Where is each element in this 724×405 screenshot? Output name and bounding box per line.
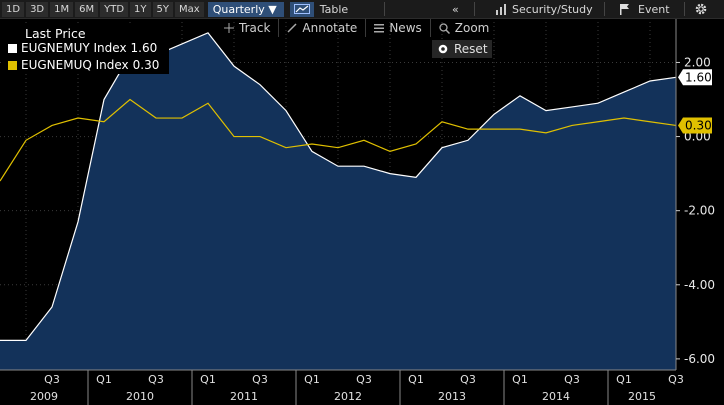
legend-swatch (8, 43, 17, 53)
reset-label: Reset (454, 42, 488, 56)
line-chart-icon (293, 4, 310, 14)
x-year-label: 2012 (334, 390, 362, 403)
legend-label: EUGNEMUY Index (21, 41, 127, 55)
x-quarter-label: Q3 (252, 373, 268, 386)
toolbar-divider (604, 2, 605, 16)
toolbar-divider (384, 2, 385, 16)
x-quarter-label: Q3 (356, 373, 372, 386)
chart-tools: Track Annotate News Zoom (216, 18, 497, 38)
crosshair-icon (224, 23, 234, 33)
collapse-button[interactable]: « (452, 0, 459, 18)
security-study-button[interactable]: Security/Study (496, 0, 593, 18)
y-tick-label: 2.00 (684, 55, 711, 69)
x-year-label: 2010 (126, 390, 154, 403)
x-year-label: 2014 (542, 390, 570, 403)
gear-icon (695, 3, 707, 15)
x-year-label: 2013 (438, 390, 466, 403)
last-value-label: 1.60 (685, 70, 712, 84)
reset-button[interactable]: Reset (432, 40, 492, 58)
bar-chart-icon (496, 3, 506, 15)
series-line-eugnemuy (0, 32, 677, 341)
last-value-box (678, 69, 712, 86)
legend-item-eugnemuy[interactable]: EUGNEMUY Index 1.60 (8, 41, 157, 55)
top-toolbar: 1D 3D 1M 6M YTD 1Y 5Y Max Quarterly ▼ Table (0, 0, 724, 19)
y-tick-label: -4.00 (684, 278, 715, 292)
news-label: News (389, 21, 422, 35)
zoom-button[interactable]: Zoom (431, 19, 498, 37)
zoom-label: Zoom (454, 21, 490, 35)
reset-dot-icon (438, 44, 448, 54)
range-button-1m[interactable]: 1M (50, 1, 74, 17)
y-tick-label: -2.00 (684, 204, 715, 218)
legend-value: 0.30 (132, 58, 160, 72)
x-axis-band (0, 370, 724, 405)
x-quarter-label: Q1 (200, 373, 216, 386)
x-quarter-label: Q1 (304, 373, 320, 386)
y-tick-label: -6.00 (684, 352, 715, 366)
double-chevron-left-icon: « (452, 2, 459, 16)
x-quarter-label: Q3 (44, 373, 60, 386)
event-label: Event (638, 2, 670, 16)
legend-label: EUGNEMUQ Index (21, 58, 129, 72)
track-button[interactable]: Track (216, 19, 280, 37)
legend: Last Price EUGNEMUY Index 1.60 EUGNEMUQ … (4, 26, 169, 74)
x-quarter-label: Q1 (616, 373, 632, 386)
x-quarter-label: Q3 (460, 373, 476, 386)
x-year-label: 2009 (30, 390, 58, 403)
x-year-label: 2011 (230, 390, 258, 403)
chart-type-button[interactable] (289, 1, 314, 17)
range-button-1d[interactable]: 1D (2, 1, 25, 17)
range-button-6m[interactable]: 6M (75, 1, 99, 17)
event-button[interactable]: Event (620, 0, 670, 18)
frequency-dropdown[interactable]: Quarterly ▼ (207, 1, 284, 17)
settings-button[interactable] (694, 0, 708, 18)
x-quarter-label: Q3 (564, 373, 580, 386)
legend-item-eugnemuq[interactable]: EUGNEMUQ Index 0.30 (8, 58, 159, 72)
range-button-max[interactable]: Max (175, 1, 204, 17)
legend-value: 1.60 (130, 41, 158, 55)
toolbar-divider (474, 2, 475, 16)
x-quarter-label: Q3 (148, 373, 164, 386)
x-quarter-label: Q1 (408, 373, 424, 386)
range-buttons: 1D 3D 1M 6M YTD 1Y 5Y Max (0, 1, 204, 17)
legend-title: Last Price (25, 26, 86, 41)
flag-icon (620, 3, 629, 15)
range-button-1y[interactable]: 1Y (130, 1, 151, 17)
news-button[interactable]: News (366, 19, 431, 37)
last-value-label: 0.30 (685, 118, 712, 132)
magnifier-icon (439, 22, 450, 34)
x-year-label: 2015 (628, 390, 656, 403)
track-label: Track (239, 21, 271, 35)
x-quarter-label: Q1 (96, 373, 112, 386)
last-value-box (678, 117, 712, 134)
legend-swatch (8, 60, 17, 70)
range-button-ytd[interactable]: YTD (100, 1, 129, 17)
table-button[interactable]: Table (319, 2, 349, 16)
pencil-icon (287, 23, 297, 33)
annotate-button[interactable]: Annotate (279, 19, 367, 37)
x-quarter-label: Q1 (512, 373, 528, 386)
x-quarter-label: Q3 (668, 373, 684, 386)
series-line-eugnemuq (0, 98, 677, 182)
toolbar-divider (684, 2, 685, 16)
series-area-eugnemuy (0, 32, 676, 371)
range-button-5y[interactable]: 5Y (152, 1, 174, 17)
range-button-3d[interactable]: 3D (26, 1, 49, 17)
security-study-label: Security/Study (512, 2, 593, 16)
annotate-label: Annotate (302, 21, 358, 35)
news-icon (374, 24, 385, 33)
